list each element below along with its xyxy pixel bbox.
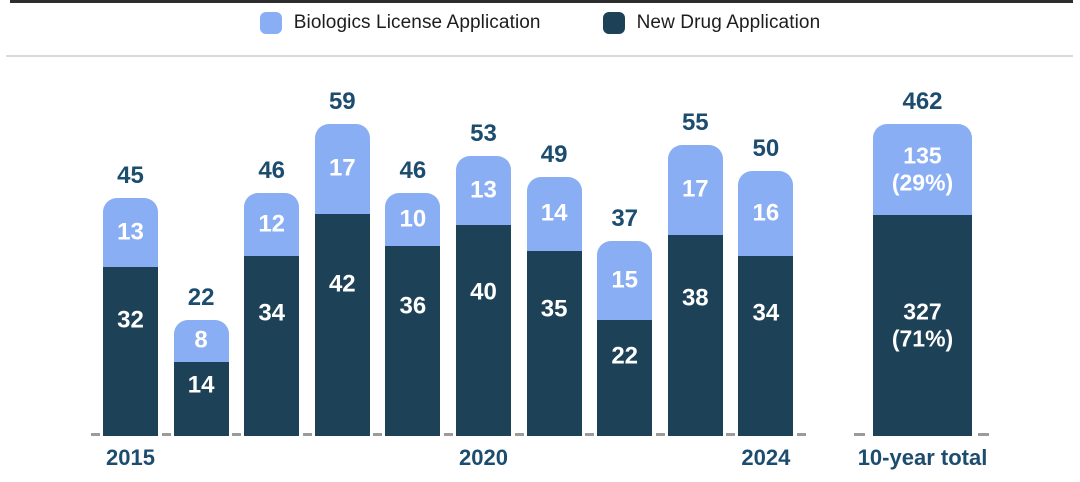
bar-total-label: 46 xyxy=(399,157,427,184)
segment-label-bla: 8 xyxy=(194,326,208,354)
segment-label-nda: 40 xyxy=(470,278,497,306)
segment-label-nda: 327 (71%) xyxy=(891,297,954,352)
segment-label-bla: 10 xyxy=(399,205,427,233)
baseline-tick xyxy=(302,433,312,436)
segment-nda: 42 xyxy=(314,214,370,436)
segment-bla: 14 xyxy=(526,177,582,251)
bar-10-year-total: 135 (29%) 327 (71%) xyxy=(873,124,972,436)
legend-item-label: New Drug Application xyxy=(636,12,821,33)
segment-label-bla: 12 xyxy=(258,210,286,238)
segment-label-bla: 16 xyxy=(752,199,780,227)
bar-2016: 8 14 xyxy=(173,320,229,436)
segment-bla: 135 (29%) xyxy=(873,124,972,215)
x-axis-label-10-year-total: 10-year total xyxy=(857,445,988,470)
x-axis-label-2024: 2024 xyxy=(741,445,791,470)
segment-nda: 36 xyxy=(385,246,441,436)
segment-bla: 17 xyxy=(667,145,723,235)
baseline-tick xyxy=(232,433,242,436)
baseline-tick xyxy=(91,433,100,436)
x-axis-label-2020: 2020 xyxy=(459,445,508,470)
segment-label-bla: 135 (29%) xyxy=(891,141,954,196)
segment-bla: 13 xyxy=(456,156,511,225)
legend-item-label: Biologics License Application xyxy=(293,12,541,33)
segment-label-bla: 17 xyxy=(328,154,356,182)
bar-total-label: 49 xyxy=(540,141,568,168)
baseline-tick xyxy=(978,433,989,436)
segment-nda: 38 xyxy=(667,235,723,436)
bar-total-label: 37 xyxy=(611,205,639,232)
baseline-tick xyxy=(797,433,806,436)
segment-bla: 13 xyxy=(103,198,158,267)
bar-2023: 17 38 xyxy=(667,145,723,436)
bar-total-label: 50 xyxy=(752,135,780,162)
baseline-tick xyxy=(373,433,383,436)
segment-label-nda: 34 xyxy=(258,299,286,327)
segment-nda: 22 xyxy=(597,320,653,436)
bar-total-label: 45 xyxy=(117,162,144,189)
segment-nda: 35 xyxy=(526,251,582,436)
segment-bla: 12 xyxy=(244,193,300,256)
bar-2021: 14 35 xyxy=(526,177,582,436)
top-border-line xyxy=(10,0,1073,3)
legend-swatch-nda-icon xyxy=(602,12,625,34)
segment-bla: 8 xyxy=(173,320,229,362)
baseline-tick xyxy=(726,433,736,436)
segment-label-nda: 34 xyxy=(752,299,780,327)
segment-nda: 327 (71%) xyxy=(873,215,972,436)
segment-label-bla: 13 xyxy=(470,176,497,204)
bar-total-label: 22 xyxy=(187,284,215,311)
bar-total-label: 53 xyxy=(470,120,497,147)
x-axis-label-2015: 2015 xyxy=(106,445,155,470)
bar-total-label: 59 xyxy=(328,88,356,115)
segment-label-bla: 14 xyxy=(540,199,568,227)
chart-legend: Biologics License Application New Drug Ap… xyxy=(0,12,1080,34)
bar-2019: 10 36 xyxy=(385,193,441,436)
baseline-tick xyxy=(161,433,171,436)
legend-divider-line xyxy=(6,55,1073,57)
segment-bla: 10 xyxy=(385,193,441,246)
segment-nda: 34 xyxy=(244,256,300,436)
segment-nda: 40 xyxy=(456,225,511,436)
segment-label-nda: 35 xyxy=(540,295,568,323)
segment-nda: 34 xyxy=(738,256,794,436)
segment-label-nda: 22 xyxy=(611,342,639,370)
baseline-tick xyxy=(514,433,524,436)
segment-label-nda: 42 xyxy=(328,270,356,298)
segment-bla: 15 xyxy=(597,241,653,320)
segment-label-bla: 13 xyxy=(117,218,144,246)
segment-label-bla: 15 xyxy=(611,266,639,294)
bar-2017: 12 34 xyxy=(244,193,300,436)
bar-2022: 15 22 xyxy=(597,241,653,436)
baseline-tick xyxy=(444,433,453,436)
segment-label-nda: 38 xyxy=(681,284,709,312)
legend-item-bla: Biologics License Application xyxy=(259,12,541,34)
segment-nda: 32 xyxy=(103,267,158,436)
bar-2015: 13 32 xyxy=(103,198,158,436)
segment-label-nda: 14 xyxy=(187,371,215,399)
segment-label-nda: 36 xyxy=(399,292,427,320)
bar-total-label: 46 xyxy=(258,157,286,184)
segment-label-nda: 32 xyxy=(117,306,144,334)
segment-bla: 16 xyxy=(738,171,794,256)
baseline-tick xyxy=(585,433,595,436)
bar-2024: 16 34 xyxy=(738,171,794,436)
legend-swatch-bla-icon xyxy=(259,12,282,34)
segment-label-bla: 17 xyxy=(681,175,709,203)
bar-2020: 13 40 xyxy=(456,156,511,436)
segment-bla: 17 xyxy=(314,124,370,214)
legend-item-nda: New Drug Application xyxy=(602,12,821,34)
bar-total-label: 55 xyxy=(681,109,709,136)
baseline-tick xyxy=(854,433,865,436)
bar-2018: 17 42 xyxy=(314,124,370,436)
baseline-tick xyxy=(655,433,665,436)
segment-nda: 14 xyxy=(173,362,229,436)
bar-total-label: 462 xyxy=(902,88,943,115)
